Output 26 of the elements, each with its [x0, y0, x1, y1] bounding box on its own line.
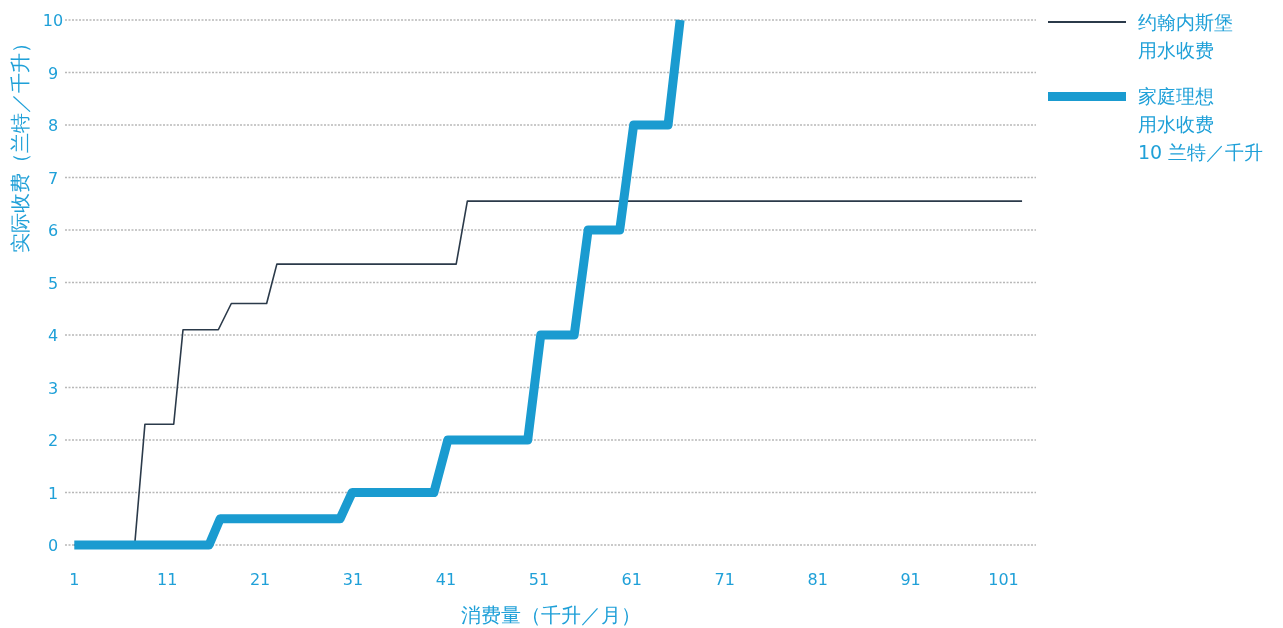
x-tick-label: 101	[988, 570, 1019, 589]
y-tick-label: 4	[47, 326, 59, 345]
y-tick-label: 7	[47, 168, 59, 188]
x-tick-label: 31	[342, 570, 364, 589]
legend-label: 约翰内斯堡用水收费	[1138, 10, 1234, 63]
y-tick-label: 2	[47, 431, 59, 450]
legend-label: 家庭理想用水收费 10 兰特／千升	[1138, 84, 1264, 165]
y-tick-label: 5	[47, 273, 59, 293]
y-tick-label: 3	[47, 378, 59, 398]
y-tick-label: 8	[47, 116, 59, 135]
x-tick-label: 11	[157, 570, 178, 589]
x-tick-label: 61	[621, 570, 642, 589]
y-axis-title: 实际收费（兰特／千升）	[8, 32, 32, 253]
x-tick-label: 91	[900, 570, 921, 589]
x-tick-label: 51	[528, 570, 550, 589]
y-tick-label: 9	[47, 63, 59, 83]
x-axis-title: 消费量（千升／月）	[460, 603, 641, 627]
x-tick-label: 81	[807, 570, 828, 589]
x-tick-label: 21	[249, 570, 271, 589]
x-tick-label: 41	[435, 570, 457, 589]
y-tick-label: 6	[47, 221, 59, 240]
x-tick-label: 1	[69, 570, 80, 589]
y-tick-label: 1	[47, 483, 59, 503]
y-tick-label: 10	[42, 11, 64, 30]
y-tick-label: 0	[47, 536, 59, 555]
x-tick-label: 71	[714, 570, 735, 589]
